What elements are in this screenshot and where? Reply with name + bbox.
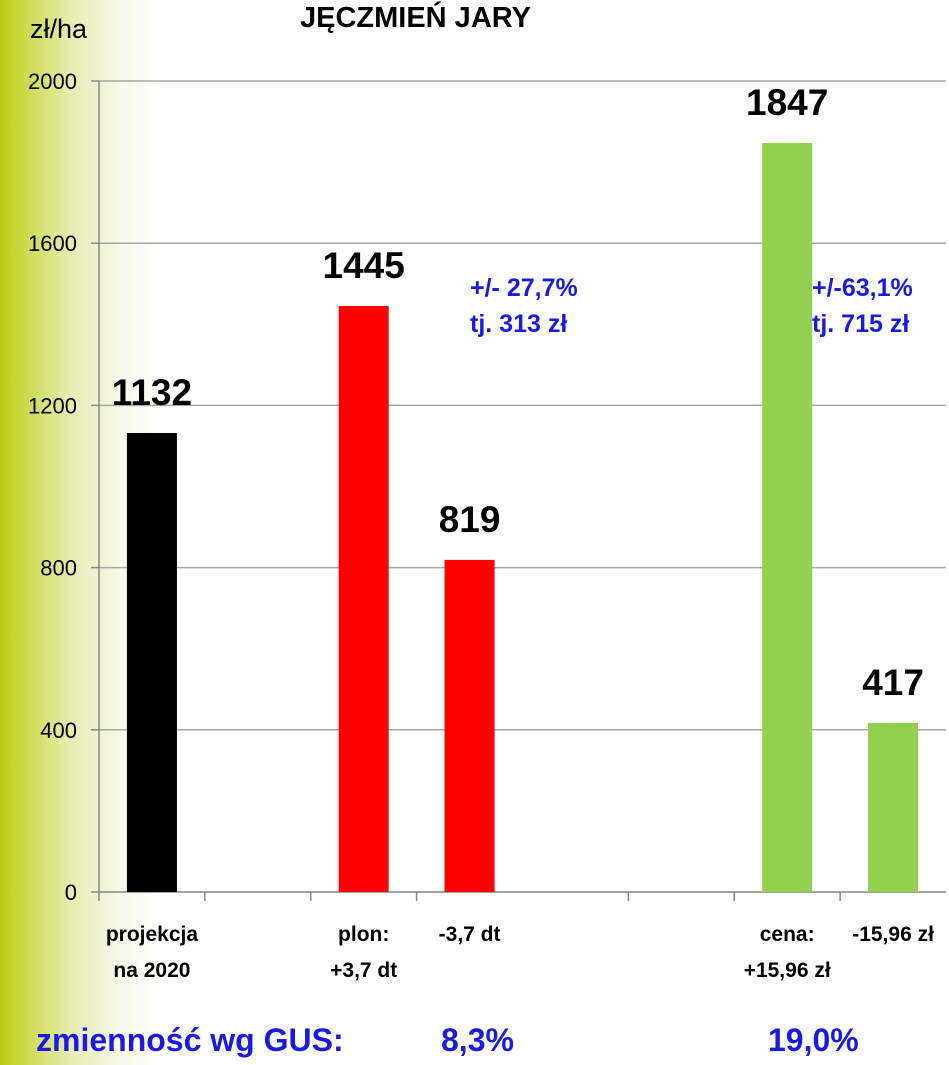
chart-title: JĘCZMIEŃ JARY — [300, 2, 531, 34]
gridlines — [99, 80, 946, 731]
bar-value-label: 1445 — [323, 245, 405, 286]
x-category-label: plon: — [338, 923, 389, 946]
bar-value-label: 819 — [439, 499, 501, 540]
bar — [126, 432, 177, 892]
y-tick-label: 2000 — [28, 69, 77, 94]
annotation-line: tj. 715 zł — [812, 310, 910, 338]
y-tick-label: 1200 — [28, 393, 77, 418]
bars — [126, 143, 919, 892]
x-tick-labels: projekcja na 2020 plon: +3,7 dt -3,7 dt cena:… — [106, 923, 934, 982]
x-category-label: projekcja — [106, 923, 199, 946]
bar-value-label: 1847 — [746, 82, 828, 123]
annotation-price-variation: +/-63,1% tj. 715 zł — [812, 270, 913, 342]
x-category-label: -3,7 dt — [439, 923, 501, 946]
bar — [338, 306, 389, 892]
y-tick-labels: 0 400 800 1200 1600 2000 — [28, 69, 77, 905]
bar — [868, 722, 919, 892]
annotation-line: tj. 313 zł — [470, 310, 568, 338]
x-category-label: +15,96 zł — [744, 959, 831, 982]
y-tick-label: 800 — [40, 556, 77, 581]
bar-value-labels: 1132 1445 819 1847 417 — [112, 82, 924, 703]
y-tick-label: 0 — [65, 880, 77, 905]
axes — [91, 80, 946, 901]
x-category-label: cena: — [760, 923, 815, 946]
bar-value-label: 1132 — [112, 372, 192, 413]
bar-value-label: 417 — [862, 662, 924, 703]
footer-value-yield: 8,3% — [441, 1022, 514, 1058]
annotation-line: +/- 27,7% — [470, 274, 578, 302]
annotation-yield-variation: +/- 27,7% tj. 313 zł — [470, 270, 578, 342]
bar — [444, 559, 495, 892]
footer-label: zmienność wg GUS: — [36, 1022, 344, 1058]
bar — [762, 143, 813, 892]
annotation-line: +/-63,1% — [812, 274, 913, 302]
y-axis-unit-label: zł/ha — [30, 14, 88, 44]
y-tick-label: 400 — [40, 718, 77, 743]
footer-value-price: 19,0% — [768, 1022, 859, 1058]
x-category-label: +3,7 dt — [330, 959, 397, 982]
y-tick-label: 1600 — [28, 231, 77, 256]
x-category-label: -15,96 zł — [852, 923, 934, 946]
x-category-label: na 2020 — [113, 959, 190, 982]
